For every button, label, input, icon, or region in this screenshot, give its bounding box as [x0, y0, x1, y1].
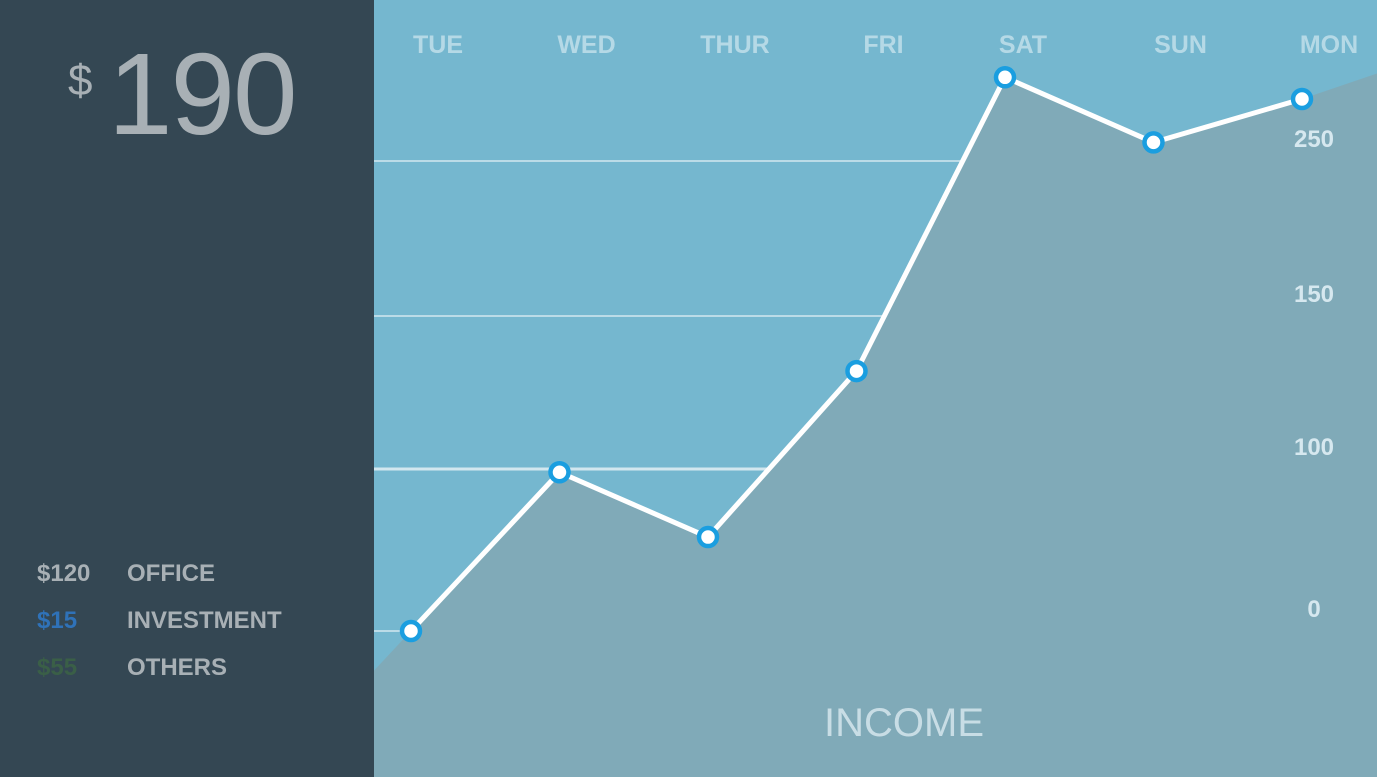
- data-point-tue: [399, 619, 423, 643]
- summary-panel: $ 190 $120 OFFICE $15 INVESTMENT $55 OTH…: [0, 0, 374, 777]
- total-value: 190: [108, 29, 298, 159]
- legend-label: OTHERS: [127, 654, 228, 681]
- legend-label: INVESTMENT: [127, 607, 282, 634]
- x-tick-label: SUN: [1154, 31, 1207, 59]
- income-line-chart: 0 100 150 250 TUE WED THUR FRI SAT SUN MON INCOME: [374, 31, 1377, 777]
- legend-amount: $120: [37, 560, 91, 587]
- x-tick-label: MON: [1300, 31, 1358, 59]
- chart-title: INCOME: [824, 701, 984, 745]
- area-fill: [374, 73, 1377, 777]
- data-point-sat: [993, 66, 1017, 89]
- x-tick-label: THUR: [700, 31, 769, 59]
- currency-symbol: $: [68, 56, 93, 105]
- y-tick-label: 0: [1307, 596, 1320, 623]
- legend-amount: $55: [37, 654, 78, 681]
- x-tick-label: TUE: [413, 31, 463, 59]
- legend-amount: $15: [37, 607, 78, 634]
- y-tick-label: 150: [1294, 281, 1334, 308]
- data-point-wed: [548, 460, 571, 484]
- x-tick-label: WED: [557, 31, 615, 59]
- data-point-sun: [1142, 131, 1165, 154]
- y-tick-label: 100: [1294, 434, 1334, 461]
- axis-labels: 0 100 150 250 TUE WED THUR FRI SAT SUN MON: [413, 31, 1358, 623]
- data-point-thur: [696, 525, 720, 549]
- data-point-fri: [845, 359, 868, 383]
- data-points: [399, 66, 1314, 643]
- x-tick-label: SAT: [999, 31, 1047, 59]
- legend-label: OFFICE: [127, 560, 215, 587]
- area-shape: [374, 73, 1377, 777]
- data-point-mon: [1290, 87, 1314, 111]
- y-tick-label: 250: [1294, 126, 1334, 153]
- x-tick-label: FRI: [863, 31, 903, 59]
